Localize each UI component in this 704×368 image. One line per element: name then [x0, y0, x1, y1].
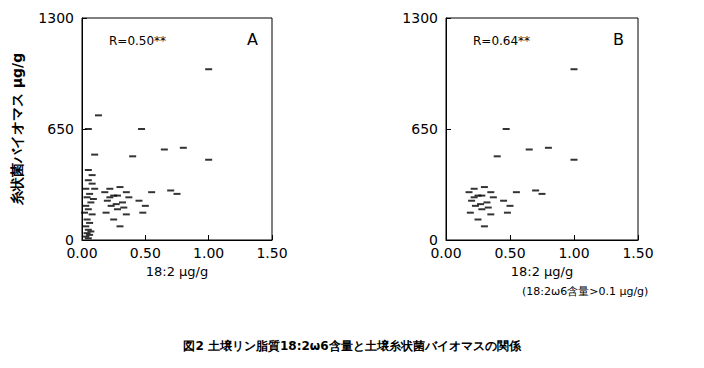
svg-text:糸状菌バイオマス μg/g: 糸状菌バイオマス μg/g: [9, 53, 25, 206]
svg-text:0: 0: [429, 232, 438, 248]
svg-text:1300: 1300: [38, 10, 74, 26]
svg-text:0.50: 0.50: [494, 245, 525, 261]
svg-text:図2 土壌リン脂質18:2ω6含量と土壌糸状菌バイオマスの関: 図2 土壌リン脂質18:2ω6含量と土壌糸状菌バイオマスの関係: [183, 339, 521, 353]
svg-text:R=0.64**: R=0.64**: [473, 34, 530, 48]
svg-text:0: 0: [65, 232, 74, 248]
svg-text:1.00: 1.00: [193, 245, 224, 261]
svg-text:B: B: [613, 30, 624, 49]
svg-text:A: A: [247, 30, 258, 49]
svg-text:1.00: 1.00: [558, 245, 589, 261]
svg-text:0.00: 0.00: [430, 245, 461, 261]
svg-text:1.50: 1.50: [622, 245, 653, 261]
svg-text:650: 650: [411, 121, 438, 137]
svg-text:R=0.50**: R=0.50**: [109, 34, 166, 48]
svg-text:650: 650: [47, 121, 74, 137]
svg-text:1300: 1300: [402, 10, 438, 26]
svg-text:(18:2ω6含量>0.1 μg/g): (18:2ω6含量>0.1 μg/g): [522, 285, 648, 298]
svg-text:18:2 μg/g: 18:2 μg/g: [146, 264, 208, 279]
svg-text:1.50: 1.50: [256, 245, 287, 261]
svg-text:0.50: 0.50: [130, 245, 161, 261]
svg-text:0.00: 0.00: [66, 245, 97, 261]
svg-text:18:2 μg/g: 18:2 μg/g: [511, 264, 573, 279]
